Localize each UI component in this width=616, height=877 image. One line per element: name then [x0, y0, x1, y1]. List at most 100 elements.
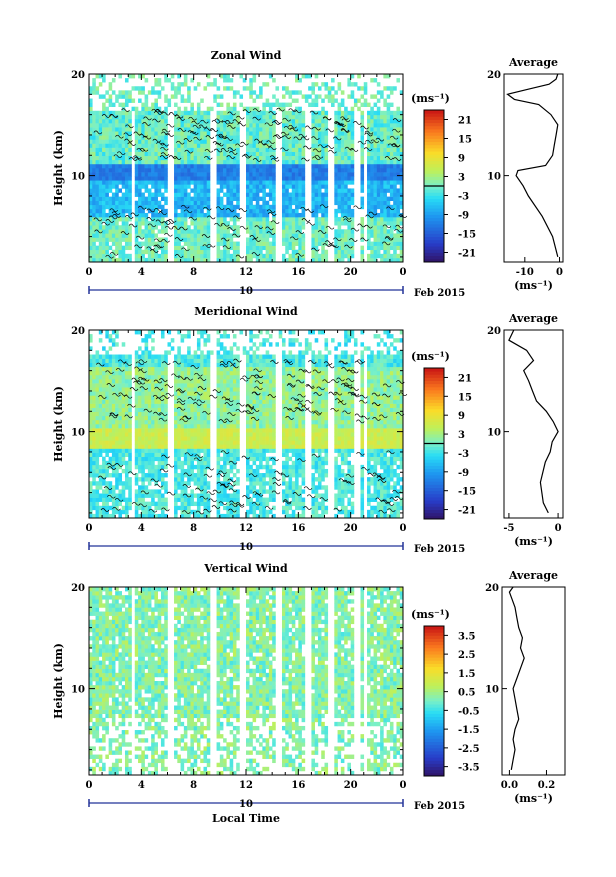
heatmap-cell — [269, 131, 273, 135]
heatmap-cell — [89, 395, 93, 399]
heatmap-cell — [145, 477, 149, 481]
heatmap-cell — [253, 148, 257, 152]
heatmap-cell — [377, 90, 381, 94]
heatmap-cell — [289, 209, 293, 213]
heatmap-cell — [96, 481, 100, 485]
heatmap-cell — [207, 123, 211, 127]
heatmap-cell — [89, 334, 93, 338]
heatmap-cell — [230, 242, 234, 246]
heatmap-cell — [112, 502, 116, 506]
heatmap-cell — [181, 359, 185, 363]
heatmap-cell — [344, 201, 348, 205]
heatmap-cell — [187, 498, 191, 502]
heatmap-cell — [174, 383, 178, 387]
heatmap-cell — [181, 498, 185, 502]
heatmap-cell — [105, 428, 109, 432]
heatmap-cell — [138, 90, 142, 94]
heatmap-cell — [253, 131, 257, 135]
heatmap-cell — [200, 115, 204, 119]
heatmap-cell — [344, 184, 348, 188]
heatmap-cell — [194, 139, 198, 143]
heatmap-cell — [197, 502, 201, 506]
heatmap-cell — [377, 217, 381, 221]
heatmap-cell — [289, 94, 293, 98]
heatmap-cell — [154, 156, 158, 160]
heatmap-cell — [374, 225, 378, 229]
heatmap-cell — [102, 493, 106, 497]
heatmap-cell — [387, 123, 391, 127]
heatmap-cell — [89, 188, 93, 192]
heatmap-cell — [383, 119, 387, 123]
heatmap-cell — [223, 180, 227, 184]
heatmap-cell — [161, 444, 165, 448]
heatmap-cell — [308, 103, 312, 107]
heatmap-cell — [282, 254, 286, 258]
heatmap-cell — [122, 237, 126, 241]
heatmap-cell — [347, 164, 351, 168]
heatmap-cell — [141, 412, 145, 416]
heatmap-cell — [203, 510, 207, 514]
heatmap-cell — [262, 111, 266, 115]
heatmap-cell — [334, 111, 338, 115]
heatmap-cell — [161, 164, 165, 168]
heatmap-cell — [347, 152, 351, 156]
heatmap-cell — [302, 180, 306, 184]
heatmap-cell — [321, 99, 325, 103]
heatmap-cell — [298, 201, 302, 205]
heatmap-cell — [92, 78, 96, 82]
heatmap-cell — [92, 461, 96, 465]
heatmap-cell — [148, 473, 152, 477]
heatmap-cell — [122, 246, 126, 250]
heatmap-cell — [135, 493, 139, 497]
heatmap-cell — [125, 444, 129, 448]
heatmap-cell — [109, 432, 113, 436]
heatmap-cell — [344, 180, 348, 184]
heatmap-cell — [161, 383, 165, 387]
heatmap-cell — [177, 217, 181, 221]
heatmap-cell — [357, 99, 361, 103]
heatmap-cell — [210, 107, 214, 111]
heatmap-cell — [187, 469, 191, 473]
heatmap-cell — [236, 111, 240, 115]
heatmap-cell — [321, 233, 325, 237]
heatmap-cell — [259, 197, 263, 201]
heatmap-cell — [118, 123, 122, 127]
heatmap-cell — [262, 180, 266, 184]
heatmap-cell — [383, 152, 387, 156]
heatmap-cell — [321, 180, 325, 184]
heatmap-cell — [197, 184, 201, 188]
heatmap-cell — [184, 436, 188, 440]
heatmap-cell — [298, 213, 302, 217]
heatmap-cell — [387, 246, 391, 250]
heatmap-cell — [360, 188, 364, 192]
heatmap-cell — [135, 498, 139, 502]
heatmap-cell — [302, 209, 306, 213]
heatmap-cell — [396, 111, 400, 115]
heatmap-cell — [203, 139, 207, 143]
heatmap-cell — [194, 250, 198, 254]
heatmap-cell — [99, 436, 103, 440]
heatmap-cell — [259, 221, 263, 225]
heatmap-cell — [383, 250, 387, 254]
heatmap-cell — [383, 115, 387, 119]
y-tick-label: 10 — [71, 172, 85, 183]
heatmap-cell — [109, 395, 113, 399]
heatmap-cell — [194, 193, 198, 197]
heatmap-cell — [141, 143, 145, 147]
heatmap-cell — [396, 233, 400, 237]
heatmap-cell — [174, 469, 178, 473]
heatmap-cell — [184, 152, 188, 156]
heatmap-cell — [383, 180, 387, 184]
heatmap-cell — [194, 233, 198, 237]
heatmap-cell — [374, 172, 378, 176]
heatmap-cell — [190, 461, 194, 465]
heatmap-cell — [200, 416, 204, 420]
heatmap-cell — [125, 453, 129, 457]
heatmap-cell — [347, 180, 351, 184]
heatmap-cell — [151, 465, 155, 469]
heatmap-cell — [259, 242, 263, 246]
heatmap-cell — [141, 404, 145, 408]
heatmap-cell — [148, 420, 152, 424]
heatmap-cell — [269, 127, 273, 131]
heatmap-cell — [344, 111, 348, 115]
